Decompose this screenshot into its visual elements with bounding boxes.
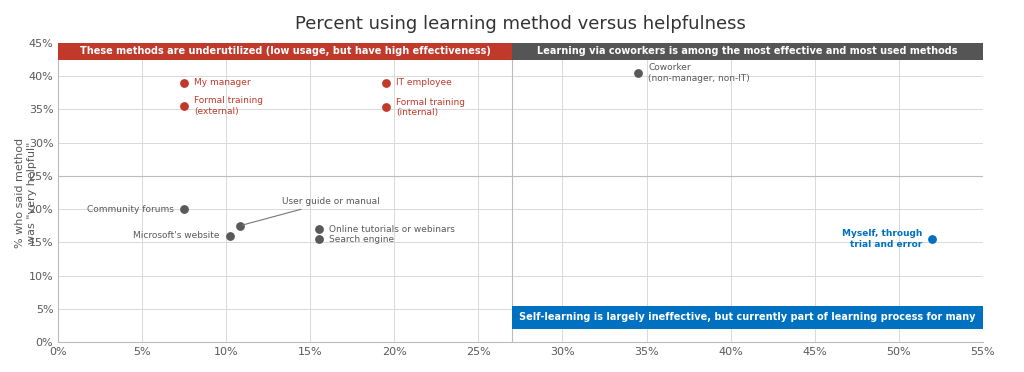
Text: Myself, through
trial and error: Myself, through trial and error [842, 230, 923, 249]
Title: Percent using learning method versus helpfulness: Percent using learning method versus hel… [295, 15, 745, 33]
Text: Community forums: Community forums [87, 205, 174, 214]
Text: Formal training
(external): Formal training (external) [195, 96, 263, 116]
Point [630, 70, 646, 76]
Text: My manager: My manager [195, 78, 251, 87]
Point [231, 223, 248, 229]
Y-axis label: % who said method
was "very helpful": % who said method was "very helpful" [15, 137, 37, 248]
Bar [512, 43, 983, 60]
Text: IT employee: IT employee [396, 78, 452, 87]
Bar [58, 43, 512, 60]
Text: Formal training
(internal): Formal training (internal) [396, 98, 465, 117]
Text: These methods are underutilized (low usage, but have high effectiveness): These methods are underutilized (low usa… [80, 46, 490, 56]
Point [221, 233, 238, 239]
Point [310, 236, 327, 242]
Point [176, 80, 193, 86]
Point [924, 236, 940, 242]
Text: Coworker
(non-manager, non-IT): Coworker (non-manager, non-IT) [648, 63, 750, 83]
Text: Microsoft's website: Microsoft's website [133, 231, 219, 240]
Bar [512, 305, 983, 329]
Text: Search engine: Search engine [329, 235, 394, 244]
Point [310, 226, 327, 232]
Point [378, 105, 394, 110]
Text: Learning via coworkers is among the most effective and most used methods: Learning via coworkers is among the most… [538, 46, 957, 56]
Point [176, 103, 193, 109]
Text: Self-learning is largely ineffective, but currently part of learning process for: Self-learning is largely ineffective, bu… [519, 312, 976, 322]
Text: User guide or manual: User guide or manual [243, 197, 380, 225]
Point [176, 206, 193, 212]
Text: Online tutorials or webinars: Online tutorials or webinars [329, 225, 455, 234]
Point [378, 80, 394, 86]
